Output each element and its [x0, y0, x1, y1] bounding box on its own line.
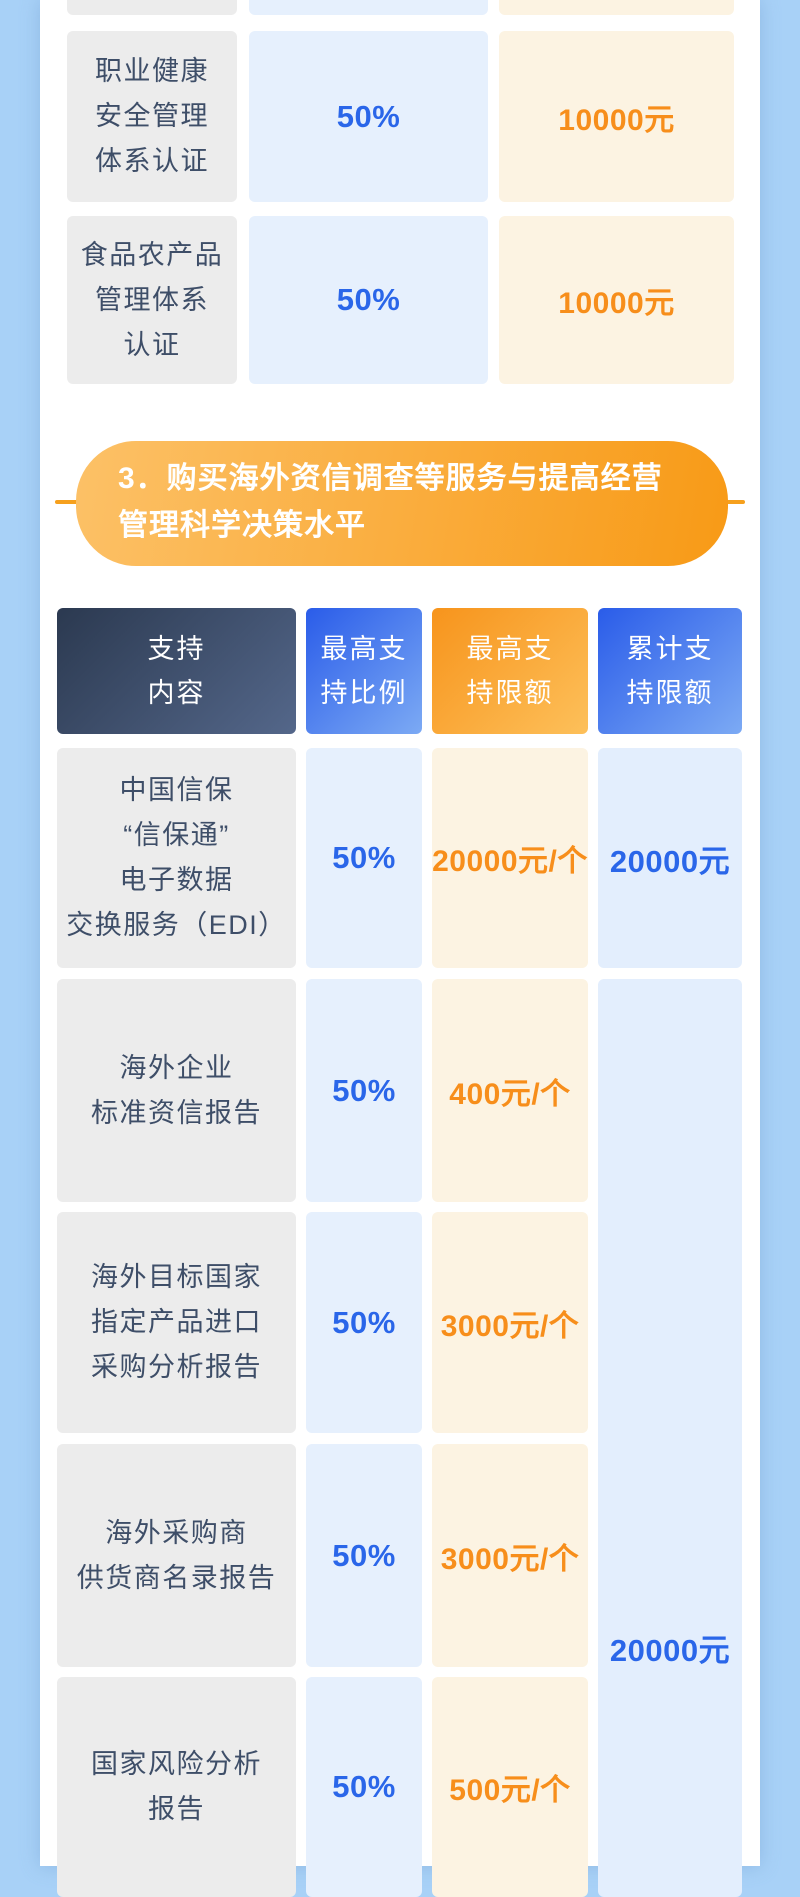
header-text-line: 持限额 — [626, 678, 714, 708]
header-text-line: 内容 — [147, 678, 206, 708]
amount-value: 10000元 — [558, 287, 675, 320]
header-max-support-limit: 最高支 持限额 — [432, 608, 588, 734]
cell-text-line: 供货商名录报告 — [76, 1562, 277, 1593]
header-text-line: 最高支 — [320, 634, 408, 664]
cell-text-line: 食品农产品 — [80, 239, 224, 270]
cell-text-line: 国家风险分析 — [91, 1749, 262, 1779]
table2-row-content-cell: 国家风险分析 报告 — [57, 1677, 296, 1897]
table1-row-ratio-cell: 50% — [249, 31, 488, 202]
ratio-value: 50% — [332, 1304, 396, 1340]
cell-text-line: 海外采购商 — [105, 1517, 248, 1548]
table2-row-content-cell: 海外企业 标准资信报告 — [57, 979, 296, 1202]
header-text-line: 持限额 — [466, 678, 554, 708]
limit-value: 500元/个 — [449, 1774, 571, 1807]
ratio-value: 50% — [336, 282, 401, 317]
table1-partial-ratio-cell — [249, 0, 488, 15]
cumulative-value: 20000元 — [609, 843, 731, 879]
cell-text-line: 报告 — [148, 1794, 205, 1824]
table1-partial-amount-cell — [499, 0, 734, 15]
table2-merged-cumulative-cell: 20000元 — [598, 979, 742, 1897]
table2-row-ratio-cell: 50% — [306, 1677, 422, 1897]
header-text-line: 持比例 — [320, 678, 408, 708]
table1-row-ratio-cell: 50% — [249, 216, 488, 384]
cell-text-line: 安全管理 — [95, 101, 209, 131]
section-banner-line1: 3．购买海外资信调查等服务与提高经营 — [118, 462, 663, 495]
header-cumulative-support-limit: 累计支 持限额 — [598, 608, 742, 734]
table2-row-limit-cell: 400元/个 — [432, 979, 588, 1202]
table1-row-amount-cell: 10000元 — [499, 216, 734, 384]
table2-row-limit-cell: 500元/个 — [432, 1677, 588, 1897]
table2-row-ratio-cell: 50% — [306, 1212, 422, 1433]
ratio-value: 50% — [336, 98, 401, 134]
amount-value: 10000元 — [558, 103, 675, 137]
cell-text-line: 中国信保 — [119, 775, 234, 805]
table2-row-limit-cell: 3000元/个 — [432, 1212, 588, 1433]
cell-text-line: 认证 — [123, 329, 181, 360]
table2-row-cumulative-cell: 20000元 — [598, 748, 742, 968]
header-max-support-ratio: 最高支 持比例 — [306, 608, 422, 734]
cell-text-line: 标准资信报告 — [91, 1097, 262, 1128]
limit-value: 3000元/个 — [440, 1542, 580, 1576]
table2-row-ratio-cell: 50% — [306, 748, 422, 968]
ratio-value: 50% — [332, 840, 396, 875]
cell-text-line: “信保通” — [123, 820, 230, 850]
header-text-line: 累计支 — [626, 634, 714, 664]
table1-partial-content-cell — [67, 0, 237, 15]
cell-text-line: 海外目标国家 — [91, 1262, 262, 1292]
table2-row-content-cell: 海外目标国家 指定产品进口 采购分析报告 — [57, 1212, 296, 1433]
table1-row-amount-cell: 10000元 — [499, 31, 734, 202]
cumulative-value: 20000元 — [609, 1633, 731, 1668]
cell-text-line: 指定产品进口 — [91, 1307, 262, 1337]
table2-row-content-cell: 海外采购商 供货商名录报告 — [57, 1444, 296, 1667]
table2-row-ratio-cell: 50% — [306, 979, 422, 1202]
header-text-line: 支持 — [147, 634, 206, 664]
header-support-content: 支持 内容 — [57, 608, 296, 734]
limit-value: 3000元/个 — [440, 1309, 580, 1343]
cell-text-line: 管理体系 — [95, 284, 209, 315]
ratio-value: 50% — [332, 1072, 396, 1108]
limit-value: 400元/个 — [449, 1077, 571, 1111]
cell-text-line: 体系认证 — [95, 146, 209, 176]
table1-row-content-cell: 食品农产品 管理体系 认证 — [67, 216, 237, 384]
cell-text-line: 海外企业 — [119, 1052, 234, 1083]
cell-text-line: 电子数据 — [119, 865, 234, 895]
cell-text-line: 采购分析报告 — [91, 1352, 262, 1382]
table2-row-limit-cell: 3000元/个 — [432, 1444, 588, 1667]
table2-row-limit-cell: 20000元/个 — [432, 748, 588, 968]
table2-row-ratio-cell: 50% — [306, 1444, 422, 1667]
table2-row-content-cell: 中国信保 “信保通” 电子数据 交换服务（EDI） — [57, 748, 296, 968]
section-banner-line2: 管理科学决策水平 — [118, 509, 366, 542]
section-banner: 3．购买海外资信调查等服务与提高经营 管理科学决策水平 — [76, 441, 728, 566]
table1-row-content-cell: 职业健康 安全管理 体系认证 — [67, 31, 237, 202]
ratio-value: 50% — [332, 1537, 396, 1573]
header-text-line: 最高支 — [466, 634, 554, 664]
limit-value: 20000元/个 — [432, 845, 588, 878]
cell-text-line: 职业健康 — [95, 56, 209, 86]
cell-text-line: 交换服务（EDI） — [66, 910, 287, 940]
ratio-value: 50% — [332, 1769, 396, 1804]
